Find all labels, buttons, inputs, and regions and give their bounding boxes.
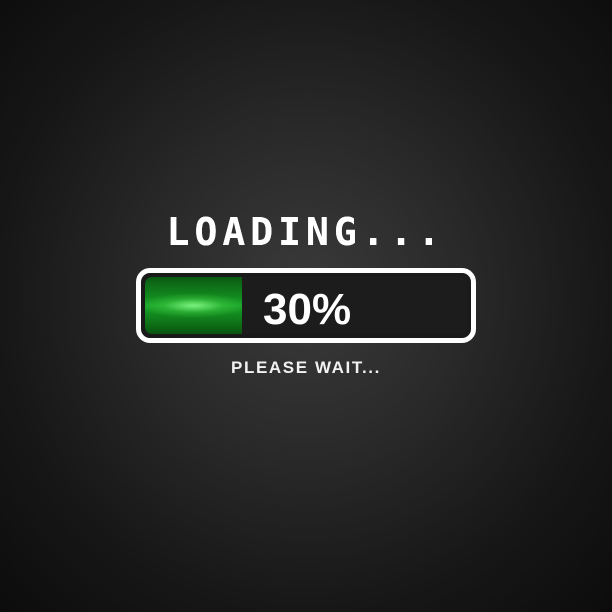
progress-bar: 30% xyxy=(136,268,476,343)
progress-fill xyxy=(145,277,242,334)
progress-track: 30% xyxy=(145,277,467,334)
please-wait-text: PLEASE WAIT... xyxy=(231,358,381,377)
progress-percentage: 30% xyxy=(263,285,352,334)
loading-title: LOADING... xyxy=(166,210,446,254)
